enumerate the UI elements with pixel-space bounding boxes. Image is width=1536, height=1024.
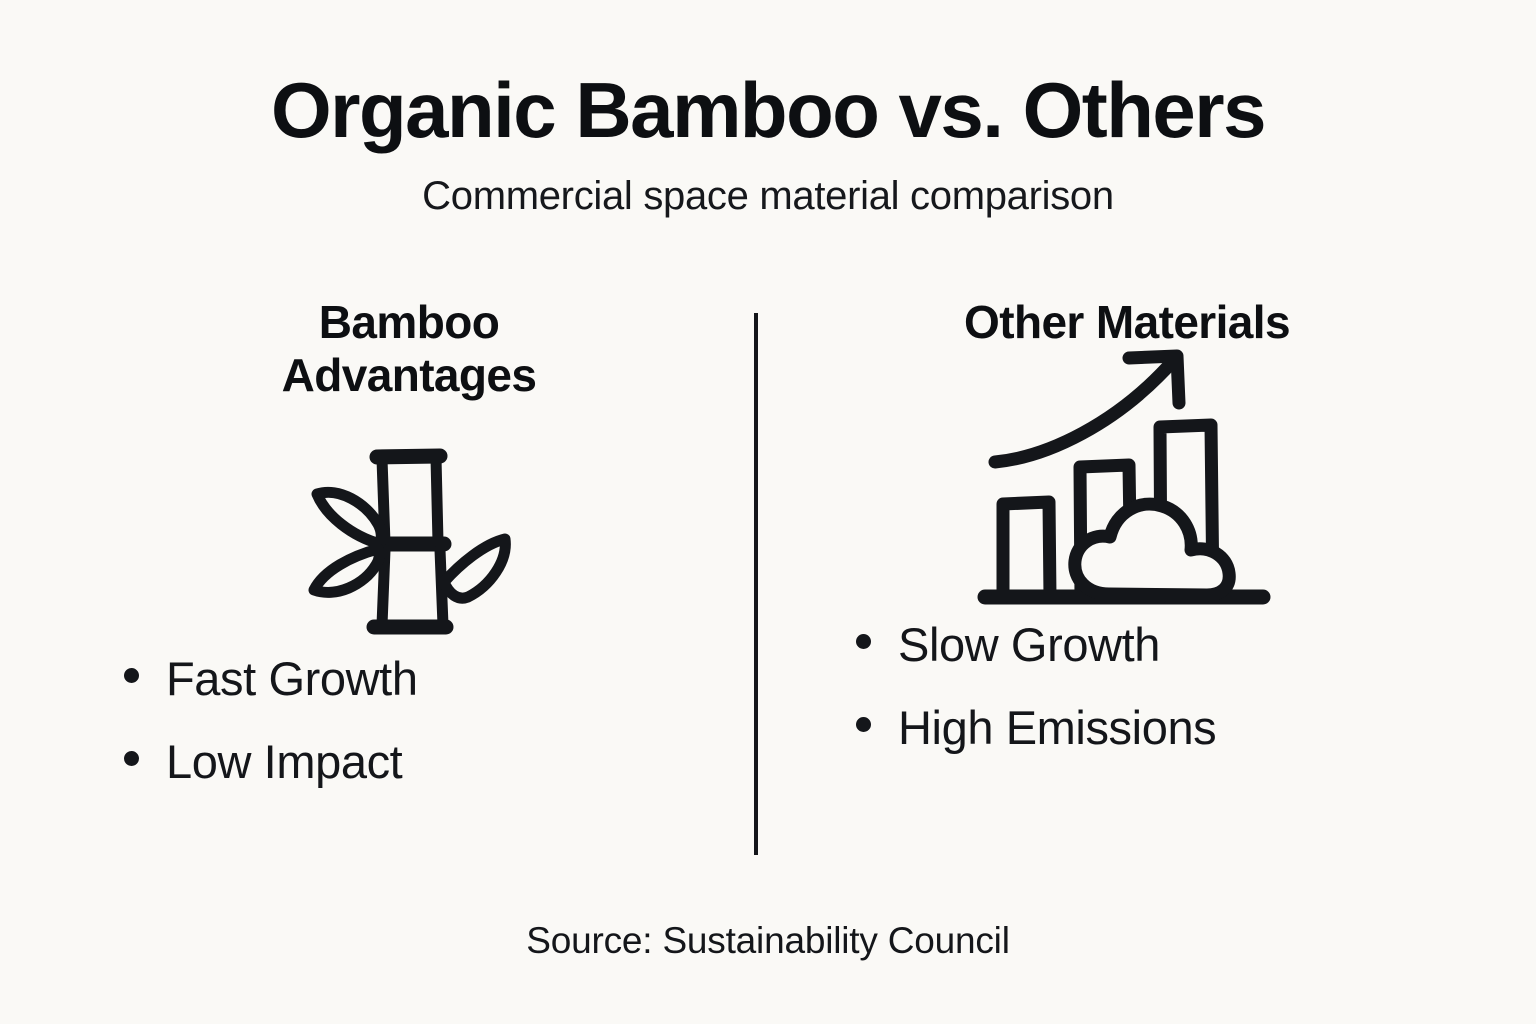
column-divider bbox=[754, 313, 758, 855]
comparison-columns: Bamboo Advantages bbox=[0, 296, 1536, 866]
column-bamboo: Bamboo Advantages bbox=[0, 296, 768, 866]
source-caption: Source: Sustainability Council bbox=[526, 920, 1010, 961]
column-heading-bamboo: Bamboo Advantages bbox=[110, 296, 708, 403]
bullet-dot-icon bbox=[124, 667, 139, 683]
column-heading-other-materials: Other Materials bbox=[828, 296, 1426, 349]
bullet-dot-icon bbox=[856, 717, 871, 733]
list-item: Slow Growth bbox=[856, 621, 1426, 668]
header: Organic Bamboo vs. Others Commercial spa… bbox=[0, 66, 1536, 218]
bullet-dot-icon bbox=[856, 634, 871, 650]
bamboo-stalk-icon bbox=[308, 448, 511, 635]
list-item: High Emissions bbox=[856, 704, 1426, 751]
bullet-list-bamboo: Fast Growth Low Impact bbox=[124, 655, 708, 785]
page-subtitle: Commercial space material comparison bbox=[422, 173, 1114, 218]
column-heading-other-line1: Other Materials bbox=[964, 296, 1291, 348]
bullet-label: Fast Growth bbox=[166, 651, 418, 705]
bullet-label: Slow Growth bbox=[898, 618, 1161, 672]
column-heading-bamboo-line1: Bamboo bbox=[318, 296, 500, 348]
list-item: Low Impact bbox=[124, 738, 708, 785]
column-other-materials: Other Materials bbox=[768, 296, 1536, 866]
emissions-icon-container bbox=[828, 331, 1426, 621]
rising-bar-chart-with-emissions-cloud-icon bbox=[977, 349, 1271, 605]
page-title: Organic Bamboo vs. Others bbox=[270, 66, 1267, 154]
bullet-list-other-materials: Slow Growth High Emissions bbox=[856, 621, 1426, 751]
bamboo-icon-container bbox=[110, 425, 708, 655]
column-heading-bamboo-line2: Advantages bbox=[281, 349, 537, 402]
bullet-label: High Emissions bbox=[898, 701, 1217, 755]
list-item: Fast Growth bbox=[124, 655, 708, 702]
bullet-dot-icon bbox=[124, 750, 139, 766]
bullet-label: Low Impact bbox=[166, 734, 403, 788]
